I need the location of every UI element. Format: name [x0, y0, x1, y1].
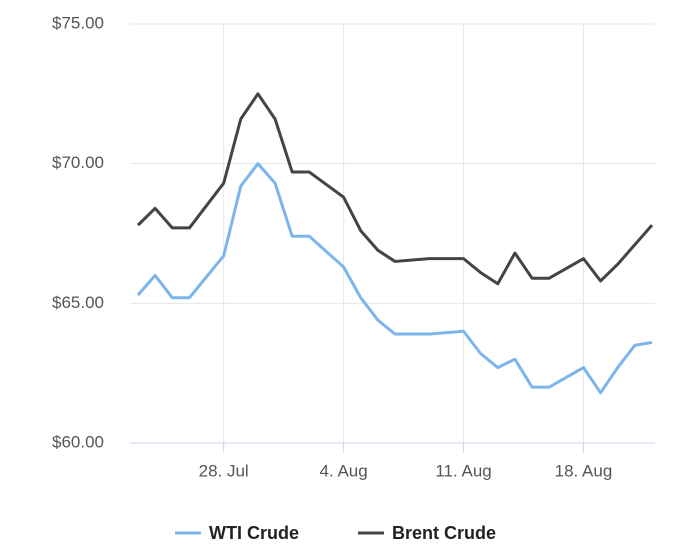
series-line — [136, 162, 653, 395]
y-tick-label: $65.00 — [52, 293, 104, 312]
series-line — [136, 92, 654, 286]
y-tick-label: $60.00 — [52, 432, 104, 451]
legend-label[interactable]: Brent Crude — [392, 523, 496, 543]
legend-label[interactable]: WTI Crude — [209, 523, 299, 543]
x-tick-label: 11. Aug — [435, 461, 491, 480]
y-tick-label: $75.00 — [52, 13, 104, 32]
x-tick-label: 18. Aug — [555, 461, 613, 480]
y-tick-label: $70.00 — [52, 153, 104, 172]
x-tick-label: 4. Aug — [319, 461, 367, 480]
x-tick-label: 28. Jul — [199, 461, 249, 480]
